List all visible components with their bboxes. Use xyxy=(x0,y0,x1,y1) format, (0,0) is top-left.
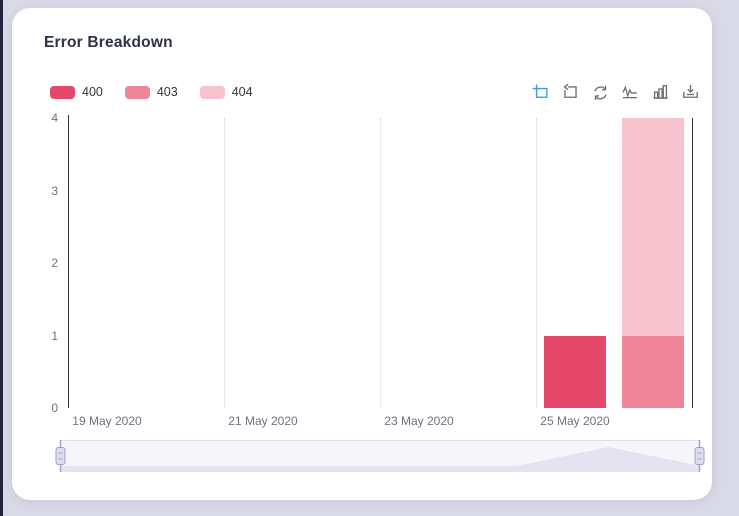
slider-right-handle[interactable] xyxy=(694,447,705,465)
legend-swatch xyxy=(50,85,75,99)
legend-item-400[interactable]: 400 xyxy=(50,85,103,99)
legend-item-label: 404 xyxy=(231,85,253,99)
right-axis-line xyxy=(692,118,693,408)
chart-toolbar xyxy=(531,83,700,102)
bar-segment-400[interactable] xyxy=(544,335,606,408)
window-left-edge xyxy=(0,0,3,516)
x-gridline xyxy=(380,118,381,408)
slider-left-handle[interactable] xyxy=(55,447,66,465)
chart-title: Error Breakdown xyxy=(44,34,173,51)
zoom-reset-icon[interactable] xyxy=(561,83,580,102)
y-axis-tick-label: 0 xyxy=(51,401,58,415)
legend: 400 403 404 xyxy=(50,85,253,99)
bar-segment-403[interactable] xyxy=(622,335,684,408)
legend-item-label: 403 xyxy=(156,85,178,99)
area-zoom-icon[interactable] xyxy=(531,83,550,102)
datazoom-slider[interactable] xyxy=(55,440,705,474)
error-breakdown-card: Error Breakdown 400 403 404 0 1 2 3 4 19 May 2… xyxy=(12,8,712,500)
x-gridline xyxy=(536,118,537,408)
y-axis-tick-label: 1 xyxy=(51,328,58,343)
bar-chart-icon[interactable] xyxy=(651,83,670,102)
x-axis-tick-label: 23 May 2020 xyxy=(384,414,454,428)
plot-area xyxy=(68,115,693,408)
x-axis-tick-label: 25 May 2020 xyxy=(540,414,610,428)
legend-swatch xyxy=(199,85,225,99)
x-axis-tick-label: 21 May 2020 xyxy=(228,414,298,428)
legend-swatch xyxy=(124,85,150,99)
legend-item-404[interactable]: 404 xyxy=(199,85,253,99)
x-gridline xyxy=(224,118,225,408)
line-chart-icon[interactable] xyxy=(621,83,640,102)
bar-segment-404[interactable] xyxy=(622,118,684,336)
legend-item-label: 400 xyxy=(82,85,103,99)
y-axis-line xyxy=(68,115,69,408)
save-image-icon[interactable] xyxy=(681,83,700,102)
restore-icon[interactable] xyxy=(591,83,610,102)
legend-item-403[interactable]: 403 xyxy=(124,85,178,99)
chart-header-row: 400 403 404 xyxy=(50,80,700,104)
y-axis-tick-label: 2 xyxy=(51,256,58,270)
y-axis-tick-label: 4 xyxy=(51,111,58,125)
x-axis-tick-label: 19 May 2020 xyxy=(72,414,142,428)
y-axis-tick-label: 3 xyxy=(51,183,58,198)
slider-data-shadow xyxy=(60,447,700,472)
